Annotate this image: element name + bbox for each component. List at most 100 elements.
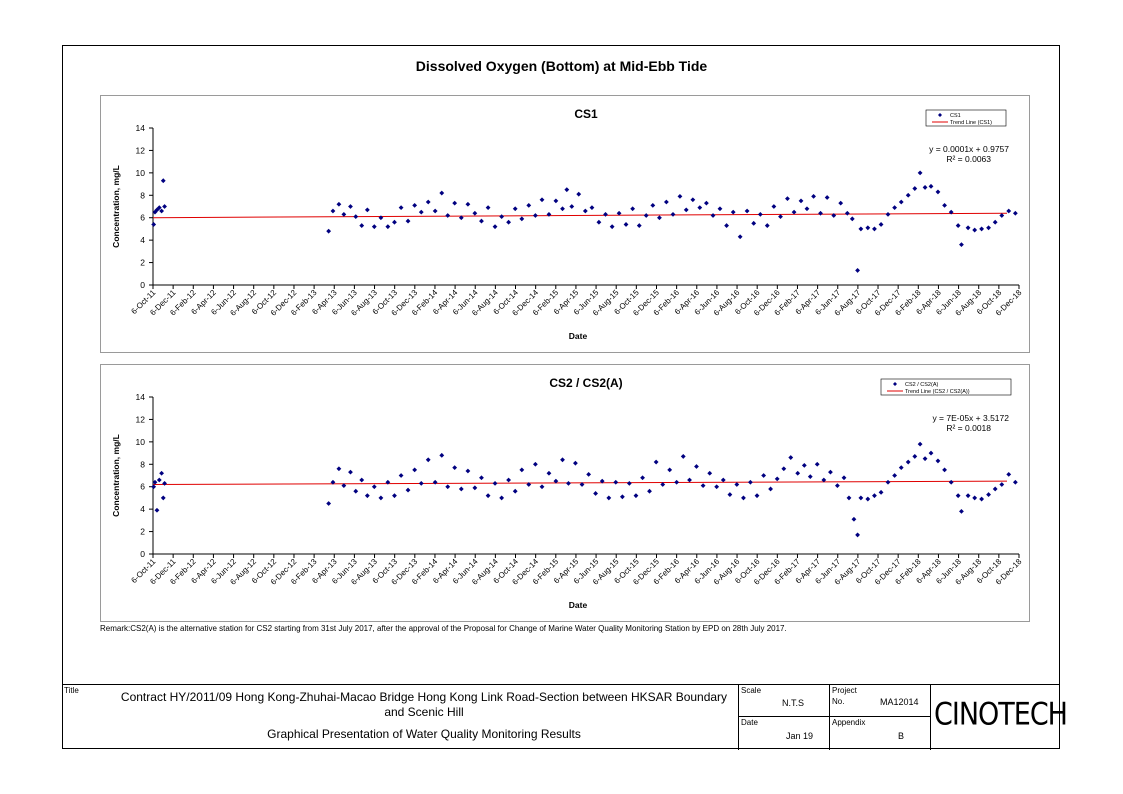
trend-equation: y = 7E-05x + 3.5172 [932,413,1009,423]
contract-title: Contract HY/2011/09 Hong Kong-Zhuhai-Mac… [110,690,738,720]
data-point [650,202,656,208]
data-point [781,466,787,472]
data-point [616,210,622,216]
y-tick-label: 2 [140,258,145,268]
data-point [986,225,991,231]
data-point [532,213,538,218]
data-point [151,484,157,490]
data-point [841,475,847,481]
data-point [526,202,532,208]
data-point [336,466,342,472]
data-point [576,191,582,197]
data-point [942,202,947,208]
legend-marker [938,113,942,117]
data-point [579,482,585,487]
data-point [506,477,511,483]
data-point [326,501,332,506]
data-point [771,204,777,209]
title-label: Title [64,686,79,695]
data-point [162,480,167,486]
data-point [512,206,518,212]
data-point [553,478,559,484]
data-point [912,186,918,191]
data-point [814,461,820,467]
data-point [566,480,571,486]
data-point [855,268,860,273]
y-tick-label: 8 [140,190,145,200]
data-point [609,224,615,230]
page-title: Dissolved Oxygen (Bottom) at Mid-Ebb Tid… [415,58,708,74]
divider [829,685,830,750]
data-point [824,195,830,200]
data-point [959,508,964,514]
data-point [439,190,445,196]
chart-title: CS1 [574,107,598,121]
data-point [564,187,570,193]
chart-cs2: CS2 / CS2(A) 0 2 4 6 8 10 12 14 6-Oct-11 6-Dec-11 6… [100,364,1030,622]
data-point [720,477,726,483]
data-point [999,213,1005,218]
data-point [955,223,961,228]
y-axis-label: Concentration, mg/L [111,165,121,248]
data-point [761,473,767,478]
data-point [801,463,807,468]
data-point [878,489,884,495]
contract-title-line2: and Scenic Hill [384,705,464,719]
data-point [603,211,608,217]
data-point [582,208,588,214]
legend-box [880,378,1012,396]
project-label: Project [832,686,857,695]
data-point [512,488,518,494]
data-point [506,219,511,225]
y-tick-label: 0 [140,280,145,290]
data-point [546,211,552,217]
data-point [392,219,397,225]
data-point [432,208,438,214]
data-point [670,211,676,217]
data-point [986,492,991,497]
data-point [385,224,391,230]
data-point [341,211,347,217]
data-point [905,192,911,198]
data-point [858,226,864,232]
data-point [680,454,686,459]
data-point [160,178,166,184]
trend-r-squared: R² = 0.0063 [946,154,991,164]
data-point [948,479,954,485]
remark-text: Remark:CS2(A) is the alternative station… [100,624,787,633]
data-point [643,213,649,218]
data-point [663,199,669,205]
data-point [778,214,783,219]
data-point [160,495,166,501]
y-tick-label: 6 [140,482,145,492]
data-point [573,460,578,466]
data-point [922,456,928,462]
title-block: Title Contract HY/2011/09 Hong Kong-Zhuh… [62,684,1068,750]
data-point [710,213,716,218]
data-point [492,224,498,230]
y-tick-label: 12 [136,145,146,155]
legend-entry-trend: Trend Line (CS1) [950,120,992,126]
data-point [768,486,773,492]
data-point [640,475,645,481]
data-point [348,204,353,209]
y-tick-label: 14 [136,392,146,402]
data-point [872,493,877,499]
date-label: Date [741,718,758,727]
data-point [935,458,941,464]
data-point [811,194,816,199]
data-point [633,493,639,499]
data-point [979,496,985,502]
data-point [885,211,891,217]
data-point [613,479,619,485]
y-tick-label: 4 [140,504,145,514]
appendix-label: Appendix [832,718,866,727]
data-point [795,470,801,476]
data-point [928,450,934,456]
data-point [472,210,478,216]
data-point [849,216,855,222]
legend-entry-series: CS2 / CS2(A) [905,382,938,388]
date-value: Jan 19 [786,731,814,741]
data-point [774,476,780,482]
cinotech-logo: CINOTECH [934,696,1068,733]
